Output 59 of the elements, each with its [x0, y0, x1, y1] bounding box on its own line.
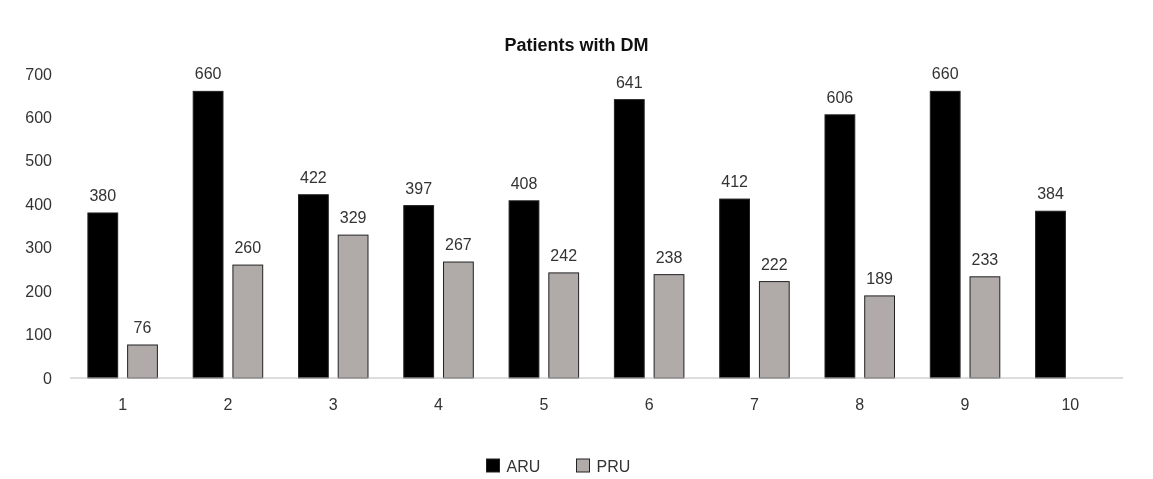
bar: [403, 205, 435, 379]
data-label: 660: [194, 65, 222, 83]
chart-title: Patients with DM: [504, 35, 649, 55]
data-label: 397: [405, 179, 433, 197]
data-label: 189: [866, 269, 894, 287]
data-label: 260: [234, 239, 262, 257]
data-label: 412: [721, 173, 749, 191]
bar: [929, 90, 961, 379]
y-tick-label: 300: [25, 239, 53, 257]
data-label: 267: [445, 236, 472, 254]
bar: [508, 200, 540, 379]
legend-label: PRU: [596, 457, 631, 475]
bar: [758, 281, 790, 379]
bar: [87, 212, 119, 379]
data-label: 660: [931, 65, 959, 83]
data-label: 606: [826, 88, 854, 106]
bar: [548, 272, 580, 379]
bar: [824, 114, 856, 379]
x-tick-label: 2: [223, 396, 233, 413]
bar: [232, 264, 264, 379]
data-label: 408: [510, 174, 538, 192]
y-tick-label: 700: [25, 65, 53, 83]
bar: [719, 198, 750, 379]
bar: [337, 234, 369, 379]
x-tick-label: 10: [1061, 396, 1080, 413]
bar: [864, 295, 895, 379]
data-label: 222: [760, 255, 788, 273]
data-label: 329: [339, 209, 367, 227]
x-tick-label: 1: [118, 396, 128, 413]
bar: [1035, 210, 1066, 379]
data-label: 422: [300, 168, 327, 186]
x-tick-label: 8: [855, 396, 865, 413]
y-tick-label: 500: [25, 152, 53, 170]
bar: [127, 344, 158, 379]
x-tick-label: 9: [960, 396, 970, 413]
bar: [298, 194, 329, 379]
bar: [443, 261, 474, 379]
x-tick-label: 4: [434, 396, 444, 413]
x-tick-label: 7: [750, 396, 759, 413]
bar: [613, 99, 645, 379]
y-tick-label: 400: [25, 195, 53, 213]
data-label: 384: [1037, 185, 1064, 203]
bar: [969, 276, 1001, 379]
x-tick-label: 6: [644, 396, 654, 413]
data-label: 380: [89, 186, 117, 204]
data-label: 641: [615, 73, 643, 91]
y-tick-label: 0: [43, 369, 53, 387]
data-label: 238: [655, 248, 683, 266]
legend-label: ARU: [506, 457, 541, 475]
data-label: 76: [133, 318, 152, 336]
data-label: 233: [971, 250, 999, 268]
y-tick-label: 200: [25, 282, 53, 300]
y-tick-label: 600: [25, 109, 53, 127]
bar: [192, 90, 224, 379]
x-tick-label: 5: [539, 396, 549, 413]
y-tick-label: 100: [25, 326, 53, 344]
x-tick-label: 3: [328, 396, 338, 413]
bar: [653, 274, 685, 379]
data-label: 242: [550, 246, 578, 264]
